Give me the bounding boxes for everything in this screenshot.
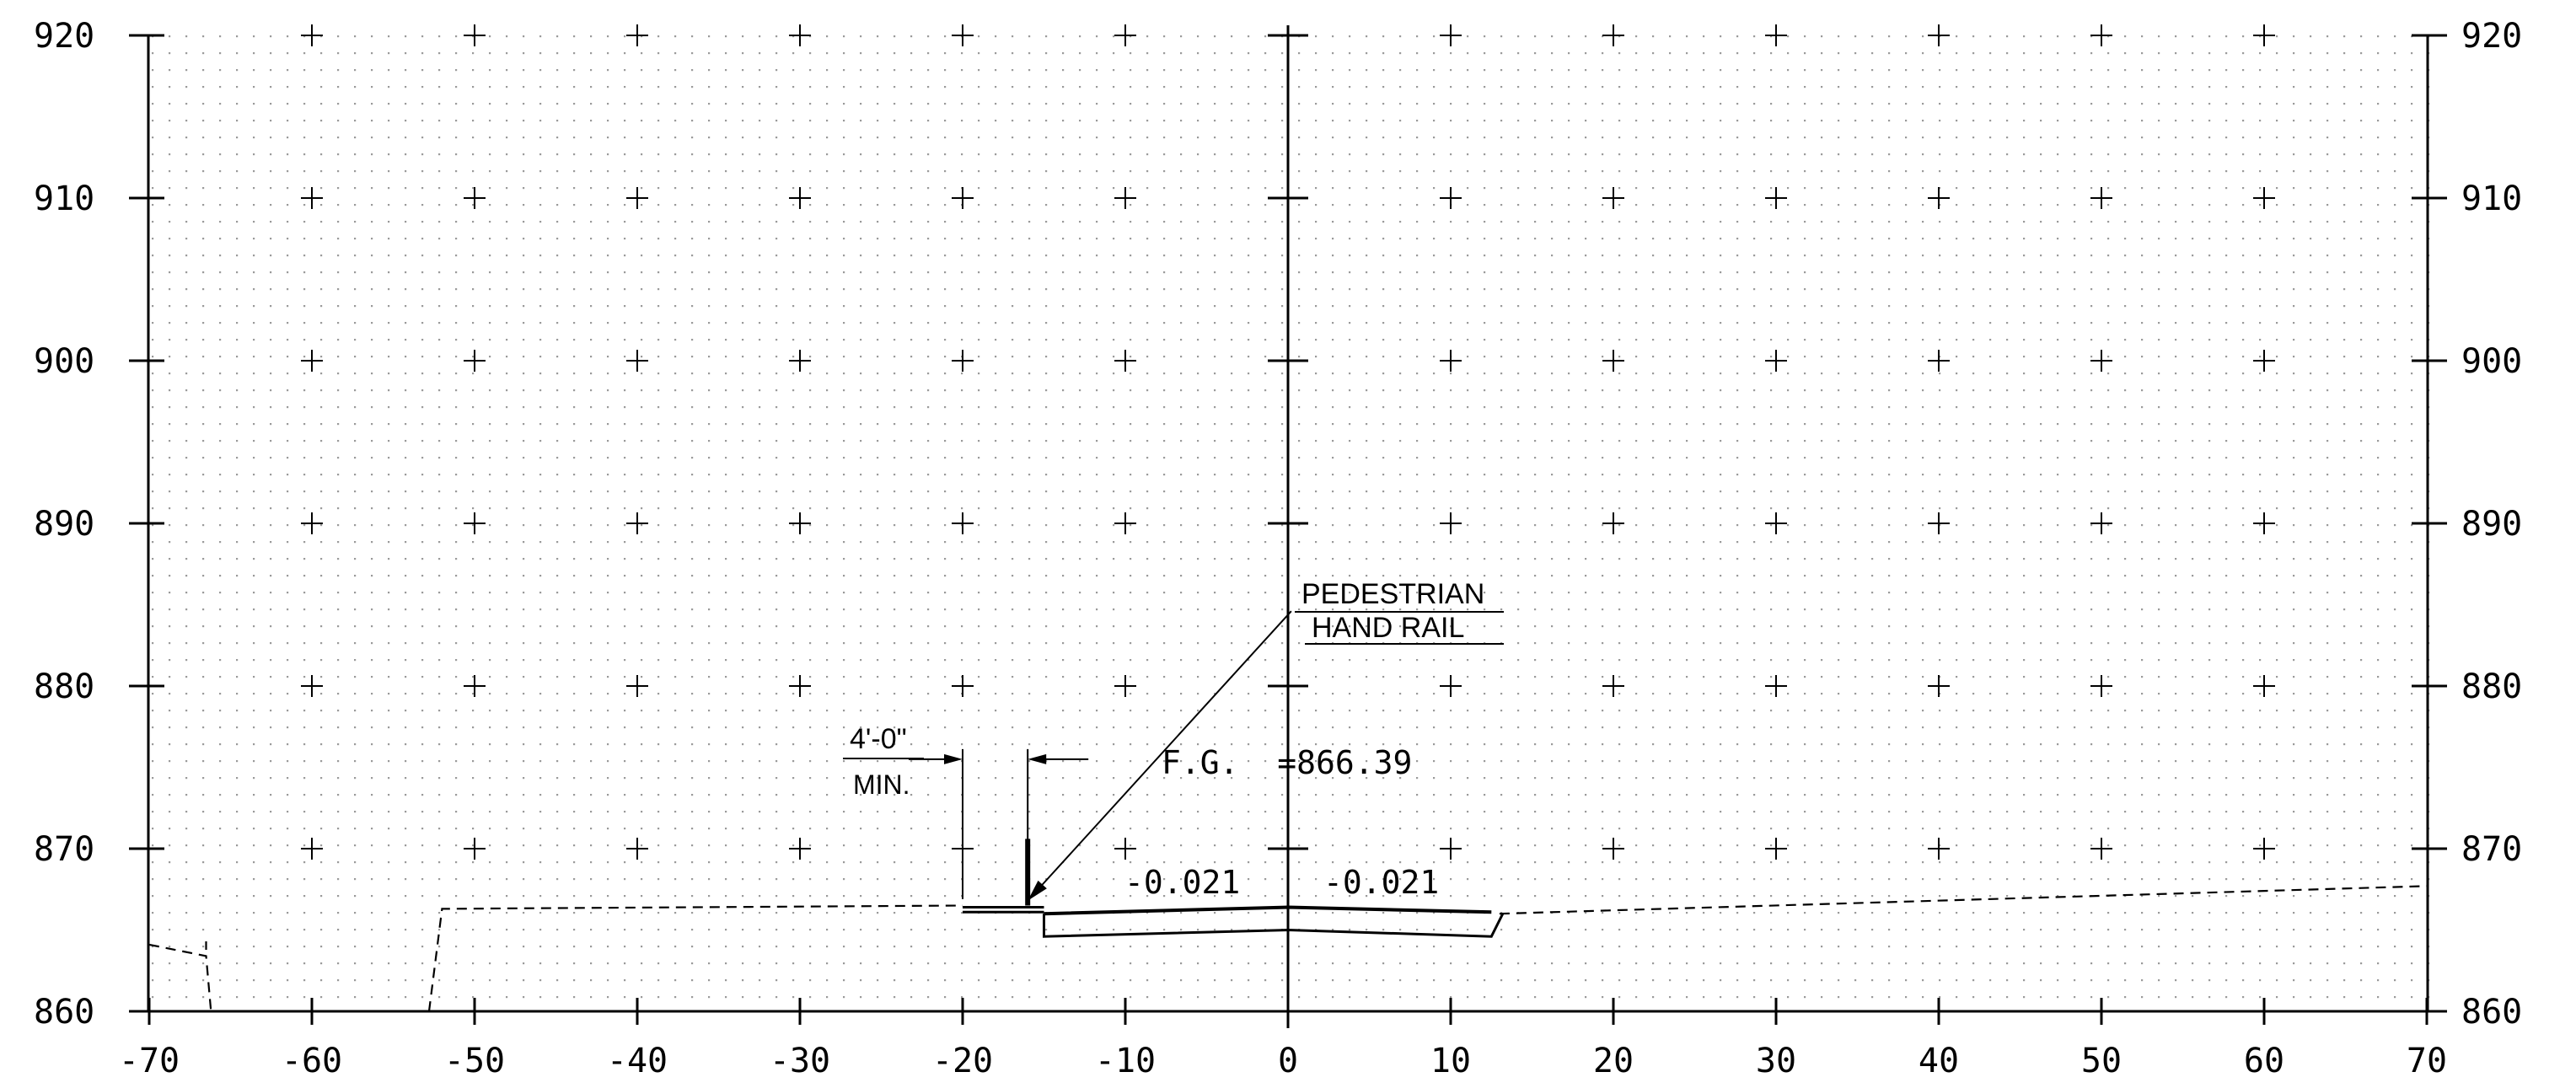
rail-leader-line	[1027, 610, 1292, 902]
y-tick-label-right: 910	[2461, 180, 2522, 218]
axis-ticks	[129, 34, 2447, 1025]
x-tick-label: 0	[1278, 1042, 1298, 1080]
slope-right-label: -0.021	[1323, 864, 1439, 901]
x-tick-label: 10	[1430, 1042, 1471, 1080]
x-tick-label: -70	[119, 1042, 180, 1080]
rail-label-line2: HAND RAIL	[1312, 612, 1464, 644]
pavement-surface	[1044, 905, 1492, 916]
x-tick-label: -20	[932, 1042, 993, 1080]
y-axis-labels-right: 860 870 880 890 900 910 920	[2461, 17, 2522, 1032]
y-tick-label-right: 870	[2461, 830, 2522, 869]
y-tick-label-left: 880	[34, 667, 94, 706]
x-tick-label: -30	[770, 1042, 830, 1080]
left-ground-line	[427, 904, 963, 1012]
x-axis-labels: -70 -60 -50 -40 -30 -20 -10 0 10 20 30 40 50 60 70	[119, 1042, 2447, 1080]
x-tick-label: 20	[1593, 1042, 1634, 1080]
x-tick-label: -60	[282, 1042, 342, 1080]
x-tick-label: 70	[2407, 1042, 2447, 1080]
plot-frame	[147, 25, 2436, 1028]
y-tick-label-right: 860	[2461, 993, 2522, 1032]
finished-grade-label: F.G. =866.39	[1162, 744, 1412, 781]
y-tick-label-right: 880	[2461, 667, 2522, 706]
y-tick-label-left: 900	[34, 342, 94, 381]
rail-callout: PEDESTRIAN HAND RAIL	[1027, 578, 1504, 902]
rail-label-line1: PEDESTRIAN	[1301, 578, 1484, 610]
x-tick-label: 30	[1756, 1042, 1796, 1080]
x-tick-label: 50	[2081, 1042, 2122, 1080]
arrowhead-left	[944, 753, 963, 764]
arrowhead-right	[1028, 753, 1047, 764]
roadway-section	[963, 839, 1505, 938]
grade-annotations: F.G. =866.39 -0.021 -0.021	[1124, 744, 1439, 901]
y-axis-labels-left: 860 870 880 890 900 910 920	[34, 17, 94, 1032]
right-ground-line	[1499, 885, 2428, 915]
y-tick-label-left: 920	[34, 17, 94, 56]
y-tick-label-right: 890	[2461, 505, 2522, 544]
ground-lines	[148, 885, 2428, 1012]
offset-dimension: 4'-0" MIN.	[843, 723, 1089, 899]
y-tick-label-left: 910	[34, 180, 94, 218]
x-tick-label: -10	[1095, 1042, 1156, 1080]
x-tick-label: -40	[607, 1042, 668, 1080]
y-tick-label-right: 900	[2461, 342, 2522, 381]
pavement-subgrade	[1043, 913, 1505, 938]
offset-label-line2: MIN.	[853, 769, 910, 800]
grid-markers	[301, 24, 2275, 860]
x-tick-label: -50	[444, 1042, 505, 1080]
y-tick-label-right: 920	[2461, 17, 2522, 56]
y-tick-label-left: 890	[34, 505, 94, 544]
offset-label-line1: 4'-0"	[850, 723, 907, 755]
x-tick-label: 40	[1919, 1042, 1959, 1080]
y-tick-label-left: 860	[34, 993, 94, 1032]
rail-leader-arrowhead	[1028, 880, 1047, 901]
y-tick-label-left: 870	[34, 830, 94, 869]
slope-left-label: -0.021	[1124, 864, 1240, 901]
x-tick-label: 60	[2244, 1042, 2284, 1080]
